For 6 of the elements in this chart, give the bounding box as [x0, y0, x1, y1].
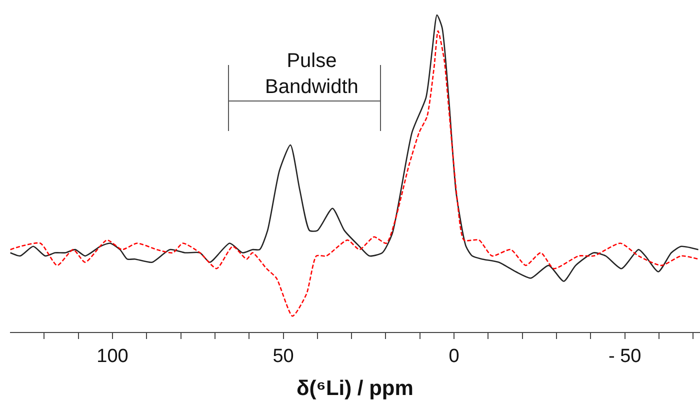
x-tick-label: 50 [272, 346, 294, 367]
x-tick-label: - 50 [608, 346, 642, 367]
x-tick-label: 100 [96, 346, 128, 367]
annotation: Pulse Bandwidth [265, 50, 358, 98]
x-tick-label: 0 [448, 346, 460, 367]
x-axis-title: δ(⁶Li) / ppm [296, 377, 414, 400]
